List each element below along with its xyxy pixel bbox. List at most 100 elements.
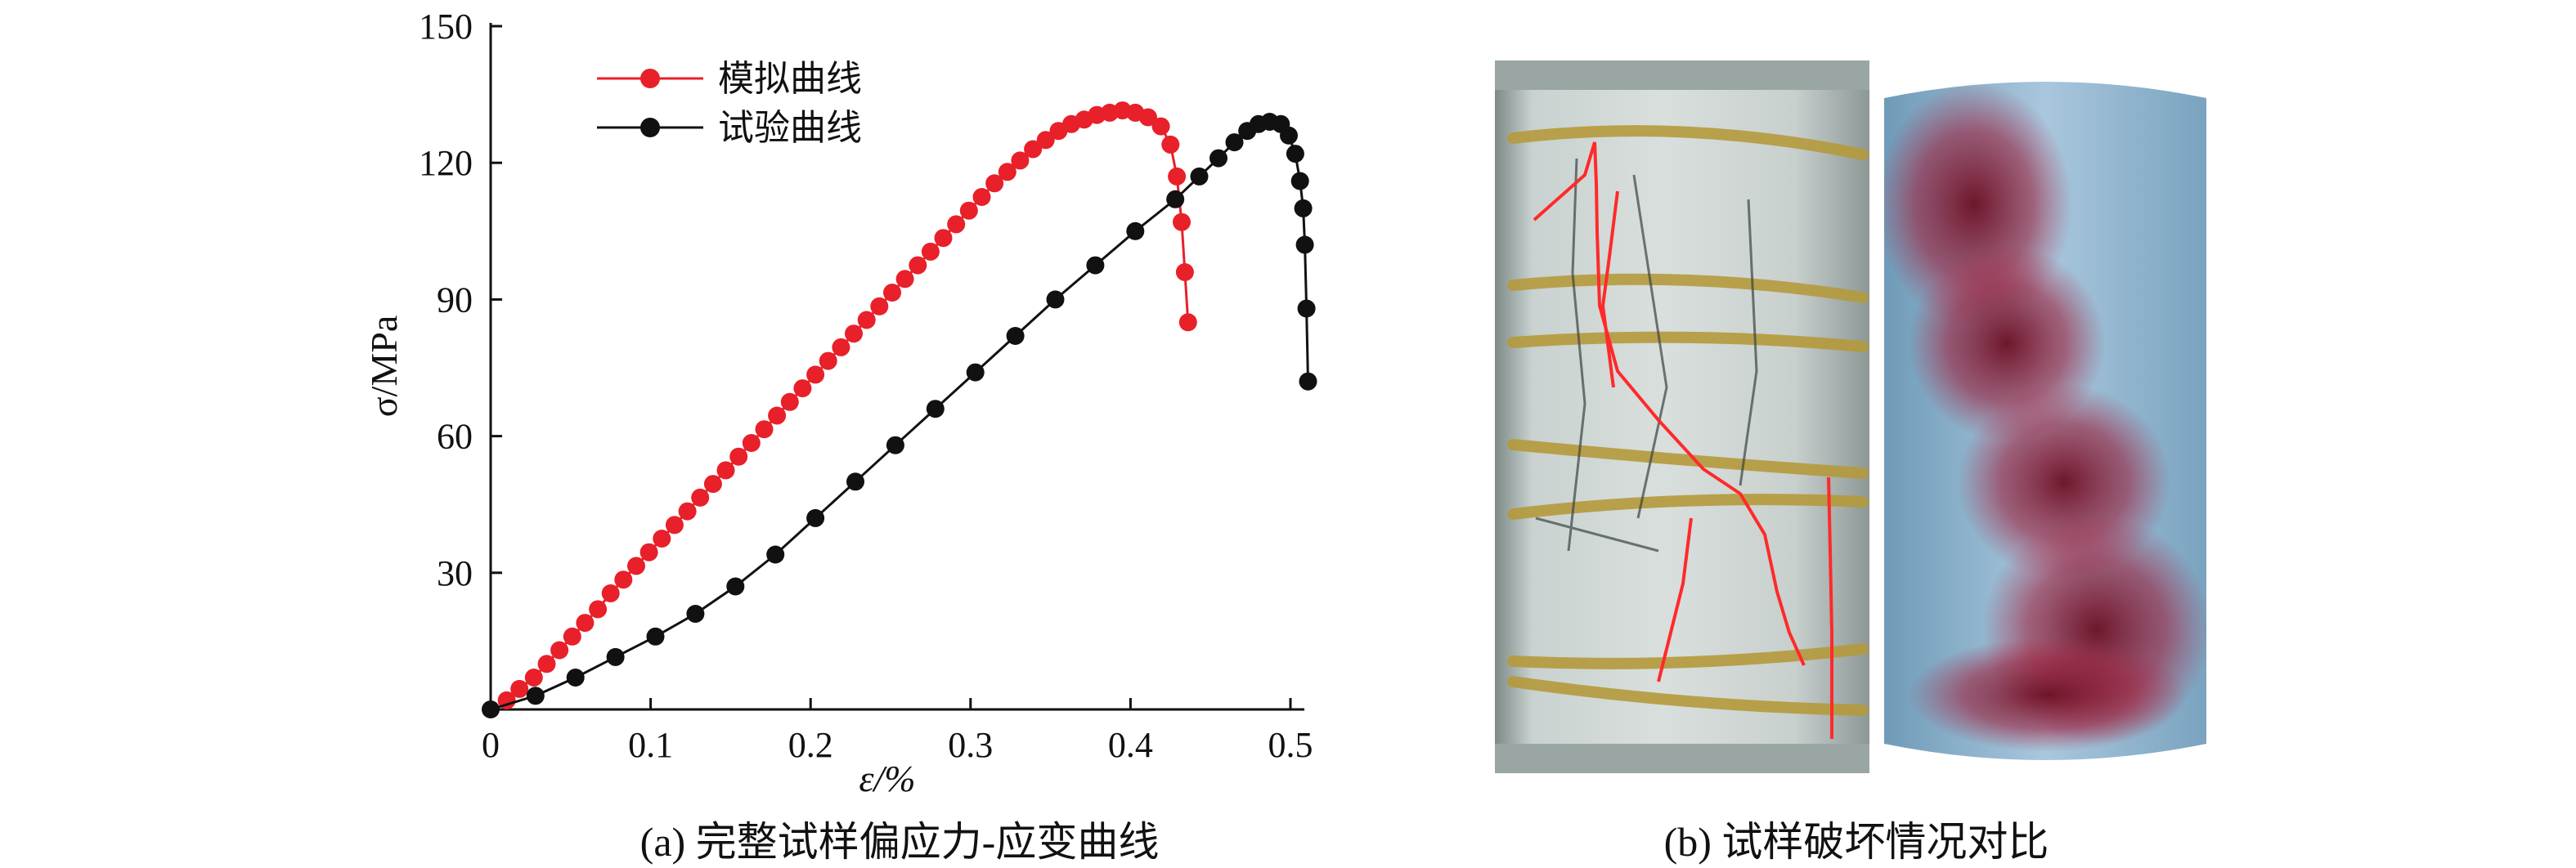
data-point: [857, 311, 876, 329]
series-1: [497, 101, 1197, 709]
x-tick-label: 0.4: [1108, 725, 1153, 765]
data-point: [1161, 135, 1180, 154]
data-point: [646, 627, 665, 646]
data-point: [934, 229, 953, 248]
y-tick-label: 120: [419, 143, 473, 183]
data-point: [870, 297, 889, 315]
data-point: [1011, 151, 1030, 170]
data-point: [1138, 108, 1157, 127]
data-point: [1209, 149, 1227, 168]
caption-a: (a) 完整试样偏应力-应变曲线: [640, 819, 1160, 865]
data-point: [1046, 290, 1065, 309]
axis-tick-labels: 0 0.1 0.2 0.3 0.4 0.5 30 60 90 120 150: [419, 7, 1313, 765]
data-point: [1280, 126, 1298, 145]
data-point: [780, 392, 799, 411]
legend-marker: [640, 69, 660, 88]
x-tick-label: 0.5: [1268, 725, 1313, 765]
data-point: [1151, 117, 1170, 136]
data-point: [640, 543, 658, 562]
data-point: [482, 700, 500, 718]
series-line: [490, 120, 1309, 711]
data-point: [1297, 299, 1316, 318]
y-tick-label: 60: [437, 417, 473, 457]
data-point: [524, 669, 543, 687]
axis-ticks: [491, 25, 1292, 709]
data-point: [768, 406, 787, 425]
data-point: [766, 545, 785, 564]
data-point: [1168, 167, 1187, 186]
data-point: [1299, 372, 1317, 391]
x-tick-label: 0.3: [948, 725, 993, 765]
data-point: [806, 365, 825, 384]
series-2: [482, 113, 1317, 718]
data-point: [686, 605, 705, 623]
x-tick-label: 0.1: [628, 725, 673, 765]
data-point: [729, 447, 748, 466]
data-point: [921, 242, 940, 261]
data-point: [563, 627, 581, 646]
data-point: [1290, 172, 1309, 190]
data-point: [550, 641, 569, 660]
data-point: [653, 530, 671, 548]
data-point: [886, 436, 904, 454]
y-tick-label: 150: [419, 7, 473, 47]
data-point: [845, 324, 863, 343]
data-point: [601, 584, 620, 602]
data-point: [589, 600, 608, 619]
legend-marker: [640, 118, 660, 137]
data-point: [909, 256, 927, 275]
data-point: [1036, 131, 1055, 150]
data-point: [566, 669, 585, 687]
data-point: [678, 502, 697, 521]
data-point: [526, 687, 545, 705]
data-point: [726, 577, 745, 596]
data-point: [947, 215, 966, 234]
data-point: [627, 557, 645, 575]
data-point: [576, 614, 595, 633]
data-point: [883, 284, 901, 302]
data-point: [691, 488, 710, 507]
fractured-specimen-photo: [1495, 60, 1869, 773]
data-point: [806, 508, 825, 527]
data-point: [755, 420, 774, 439]
y-tick-label: 90: [437, 280, 473, 320]
data-point: [832, 338, 850, 356]
data-point: [1294, 199, 1313, 217]
data-point: [926, 400, 945, 418]
data-point: [703, 475, 722, 494]
data-point: [1225, 133, 1244, 152]
data-point: [1295, 235, 1314, 254]
y-tick-label: 30: [437, 553, 473, 593]
data-point: [793, 379, 812, 398]
data-point: [846, 472, 864, 491]
simulated-specimen-image: [1884, 74, 2206, 767]
legend-label: 试验曲线: [718, 107, 862, 149]
data-point: [1190, 167, 1209, 186]
data-point: [966, 363, 985, 382]
data-point: [510, 679, 529, 698]
data-point: [1286, 145, 1304, 163]
data-point: [1006, 327, 1025, 345]
data-point: [972, 188, 991, 206]
x-tick-label: 0: [482, 725, 500, 765]
data-point: [614, 570, 633, 589]
y-axis-title: σ/MPa: [363, 315, 405, 417]
data-point: [985, 174, 1004, 193]
data-point: [1175, 263, 1194, 281]
data-point: [819, 351, 837, 370]
data-point: [1173, 213, 1191, 231]
data-point: [1178, 313, 1197, 332]
data-point: [716, 461, 735, 480]
data-point: [1126, 221, 1145, 240]
series-line: [505, 109, 1190, 702]
data-point: [665, 516, 684, 535]
legend-label: 模拟曲线: [718, 58, 862, 100]
chart-axes: [489, 23, 1304, 711]
data-point: [537, 655, 556, 673]
caption-b: (b) 试样破坏情况对比: [1663, 819, 2049, 865]
data-point: [1086, 256, 1105, 275]
data-point: [998, 163, 1016, 181]
data-point: [1024, 140, 1043, 159]
data-point: [1166, 190, 1185, 208]
